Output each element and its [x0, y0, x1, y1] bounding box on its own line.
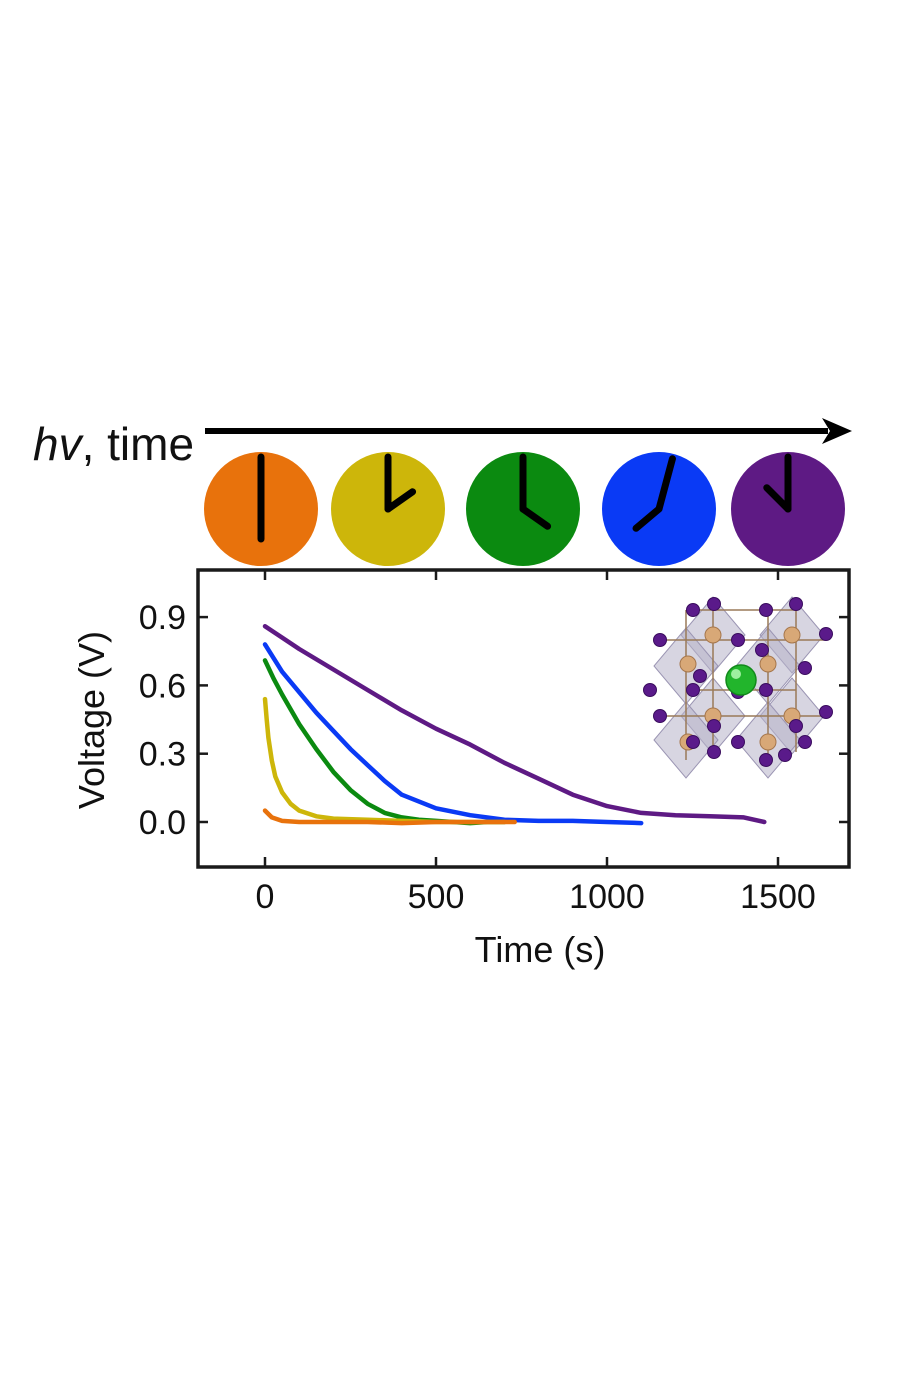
- tick-layer: 0 500 1000 1500 0.0 0.3 0.6 0.9: [139, 570, 849, 916]
- x-tick-label: 1000: [569, 878, 645, 916]
- x-site-atom: [778, 748, 792, 762]
- hv-time-label: hv, time: [33, 418, 194, 470]
- a-site-highlight: [731, 669, 741, 679]
- y-axis-title: Voltage (V): [71, 631, 112, 809]
- x-site-atom: [707, 719, 721, 733]
- clock-4: [602, 452, 716, 566]
- clock-2: [331, 452, 445, 566]
- x-tick-label: 1500: [740, 878, 816, 916]
- b-site-atom: [759, 655, 777, 673]
- clock-minute-hand: [655, 455, 676, 513]
- x-site-atom: [643, 683, 657, 697]
- x-site-atom: [798, 661, 812, 675]
- x-site-atom: [653, 709, 667, 723]
- series-layer: [262, 623, 767, 826]
- x-site-atom: [693, 669, 707, 683]
- clock-3: [466, 452, 580, 566]
- perovskite-crystal-inset: [643, 596, 833, 779]
- x-site-atom: [731, 735, 745, 749]
- x-site-atom: [707, 597, 721, 611]
- x-site-atom: [759, 753, 773, 767]
- clock-hour-hand: [519, 505, 552, 530]
- y-tick-label: 0.0: [139, 804, 186, 842]
- x-site-atom: [755, 643, 769, 657]
- x-site-atom: [798, 735, 812, 749]
- series-line-5: [262, 808, 517, 826]
- series-line-4: [262, 696, 507, 825]
- b-site-atom: [704, 626, 722, 644]
- x-tick-label: 0: [256, 878, 275, 916]
- y-tick-label: 0.3: [139, 736, 186, 774]
- y-tick-label: 0.9: [139, 599, 186, 637]
- x-site-atom: [759, 603, 773, 617]
- b-site-atom: [783, 626, 801, 644]
- time-arrow-head: [822, 418, 852, 444]
- voltage-chart: 0 500 1000 1500 0.0 0.3 0.6 0.9 Time (s) Voltag…: [71, 568, 851, 970]
- series-line-1: [262, 623, 767, 825]
- x-site-atom: [789, 597, 803, 611]
- clock-hour-hand: [763, 484, 792, 513]
- x-site-atom: [686, 683, 700, 697]
- x-tick-label: 500: [408, 878, 465, 916]
- b-site-atom: [759, 733, 777, 751]
- a-site-cation: [725, 664, 757, 696]
- y-tick-label: 0.6: [139, 667, 186, 705]
- x-site-atom: [686, 735, 700, 749]
- x-site-atom: [731, 633, 745, 647]
- x-site-atom: [759, 683, 773, 697]
- clock-1: [204, 452, 318, 566]
- series-line-2: [262, 642, 644, 826]
- clock-row: [204, 452, 845, 566]
- b-site-atom: [679, 655, 697, 673]
- clock-hour-hand: [632, 505, 663, 532]
- clock-hour-hand: [384, 488, 417, 513]
- x-site-atom: [653, 633, 667, 647]
- x-site-atom: [819, 627, 833, 641]
- x-site-atom: [789, 719, 803, 733]
- clock-5: [731, 452, 845, 566]
- x-site-atom: [707, 745, 721, 759]
- hv-symbol: hv: [33, 418, 85, 470]
- time-label: , time: [82, 418, 194, 470]
- x-site-atom: [686, 603, 700, 617]
- x-site-atom: [819, 705, 833, 719]
- x-axis-title: Time (s): [475, 929, 606, 970]
- plot-frame: [196, 568, 851, 869]
